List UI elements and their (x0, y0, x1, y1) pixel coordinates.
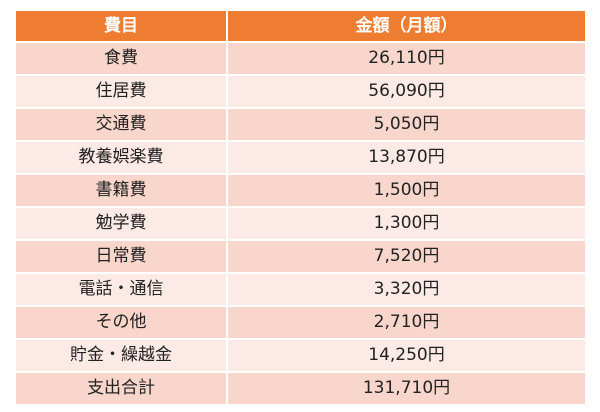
table-row: 電話・通信 3,320円 (16, 273, 585, 307)
amount-cell: 1,300円 (226, 207, 585, 241)
table-row: 勉学費 1,300円 (16, 207, 585, 241)
item-cell: 住居費 (16, 75, 227, 109)
amount-cell: 5,050円 (226, 108, 585, 142)
table-row: その他 2,710円 (16, 306, 585, 340)
header-amount: 金額（月額） (226, 11, 585, 43)
table-row: 住居費 56,090円 (16, 75, 585, 109)
item-cell: 教養娯楽費 (16, 141, 227, 175)
item-cell: 電話・通信 (16, 273, 227, 307)
table-row: 交通費 5,050円 (16, 108, 585, 142)
item-cell: 食費 (16, 42, 227, 76)
amount-cell: 2,710円 (226, 306, 585, 340)
amount-cell: 3,320円 (226, 273, 585, 307)
amount-cell: 13,870円 (226, 141, 585, 175)
item-cell: 勉学費 (16, 207, 227, 241)
header-row: 費目 金額（月額） (16, 11, 585, 43)
header-item: 費目 (16, 11, 227, 43)
amount-cell: 7,520円 (226, 240, 585, 274)
amount-cell: 1,500円 (226, 174, 585, 208)
amount-cell: 56,090円 (226, 75, 585, 109)
item-cell: 貯金・繰越金 (16, 339, 227, 373)
item-cell: その他 (16, 306, 227, 340)
expense-table-container: 費目 金額（月額） 食費 26,110円 住居費 56,090円 交通費 5,0… (16, 11, 585, 406)
item-cell: 交通費 (16, 108, 227, 142)
table-row: 書籍費 1,500円 (16, 174, 585, 208)
total-row: 支出合計 131,710円 (16, 372, 585, 406)
item-cell: 書籍費 (16, 174, 227, 208)
table-row: 日常費 7,520円 (16, 240, 585, 274)
item-cell: 日常費 (16, 240, 227, 274)
amount-cell: 26,110円 (226, 42, 585, 76)
total-amount-cell: 131,710円 (226, 372, 585, 406)
table-row: 貯金・繰越金 14,250円 (16, 339, 585, 373)
total-label-cell: 支出合計 (16, 372, 227, 406)
expense-table: 費目 金額（月額） 食費 26,110円 住居費 56,090円 交通費 5,0… (16, 11, 585, 406)
table-row: 食費 26,110円 (16, 42, 585, 76)
table-row: 教養娯楽費 13,870円 (16, 141, 585, 175)
amount-cell: 14,250円 (226, 339, 585, 373)
